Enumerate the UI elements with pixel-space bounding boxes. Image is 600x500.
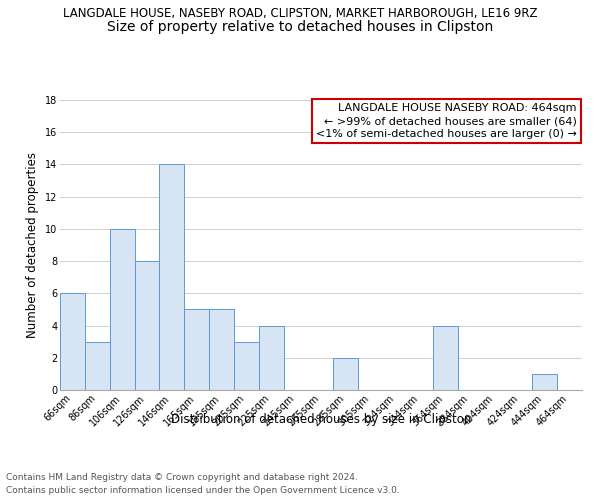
Bar [234, 342, 259, 390]
Bar [110, 229, 134, 390]
Text: LANGDALE HOUSE, NASEBY ROAD, CLIPSTON, MARKET HARBOROUGH, LE16 9RZ: LANGDALE HOUSE, NASEBY ROAD, CLIPSTON, M… [63, 8, 537, 20]
Bar [134, 261, 160, 390]
Bar [532, 374, 557, 390]
Text: LANGDALE HOUSE NASEBY ROAD: 464sqm
← >99% of detached houses are smaller (64)
<1: LANGDALE HOUSE NASEBY ROAD: 464sqm ← >99… [316, 103, 577, 140]
Bar [160, 164, 184, 390]
Bar [259, 326, 284, 390]
Text: Size of property relative to detached houses in Clipston: Size of property relative to detached ho… [107, 20, 493, 34]
Bar [60, 294, 85, 390]
Text: Distribution of detached houses by size in Clipston: Distribution of detached houses by size … [171, 412, 471, 426]
Bar [85, 342, 110, 390]
Bar [184, 310, 209, 390]
Text: Contains HM Land Registry data © Crown copyright and database right 2024.
Contai: Contains HM Land Registry data © Crown c… [6, 474, 400, 495]
Y-axis label: Number of detached properties: Number of detached properties [26, 152, 39, 338]
Bar [209, 310, 234, 390]
Bar [433, 326, 458, 390]
Bar [334, 358, 358, 390]
